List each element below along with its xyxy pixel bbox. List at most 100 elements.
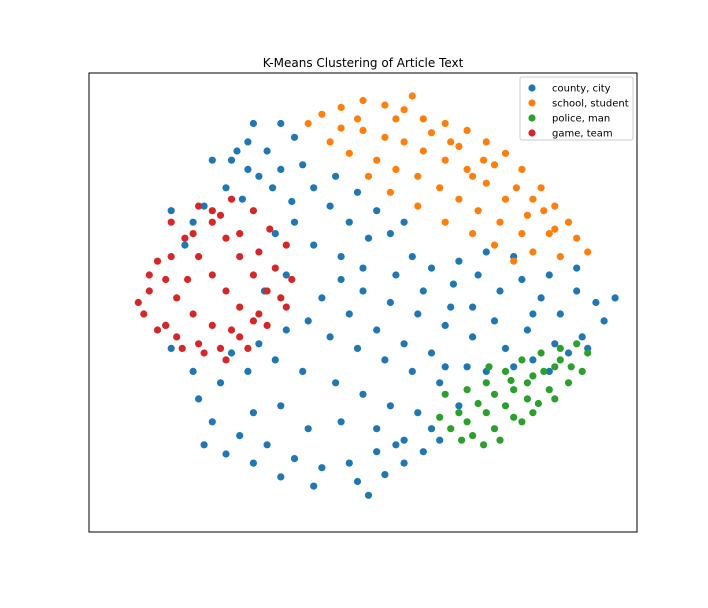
data-point: [263, 321, 271, 329]
data-point: [447, 425, 455, 433]
data-point: [255, 340, 263, 348]
data-point: [540, 207, 548, 215]
data-point: [277, 165, 285, 173]
data-point: [304, 425, 312, 433]
legend-label: school, student: [552, 99, 629, 110]
data-point: [255, 248, 263, 256]
data-point: [419, 147, 427, 155]
data-point: [441, 363, 449, 371]
data-point: [337, 103, 345, 111]
data-point: [469, 432, 477, 440]
data-point: [510, 386, 518, 394]
data-point: [310, 184, 318, 192]
data-point: [189, 310, 197, 318]
data-point: [359, 126, 367, 134]
data-point: [400, 218, 408, 226]
data-point: [414, 172, 422, 180]
legend-items: county, city school, student police, man ga…: [528, 84, 629, 140]
data-point: [153, 326, 162, 334]
data-point: [469, 230, 477, 238]
data-point: [392, 441, 400, 449]
data-point: [200, 349, 208, 357]
data-point: [386, 402, 394, 410]
data-point: [501, 195, 510, 203]
data-point: [236, 303, 244, 311]
data-point: [277, 294, 285, 302]
data-point: [364, 491, 373, 499]
data-point: [490, 425, 499, 433]
data-point: [304, 317, 312, 325]
data-point: [277, 119, 285, 128]
data-point: [564, 218, 573, 226]
data-point: [545, 367, 553, 375]
data-point: [381, 133, 389, 141]
data-point: [208, 156, 216, 164]
data-point: [386, 298, 394, 307]
data-point: [282, 271, 290, 279]
data-point: [326, 202, 334, 210]
data-point: [545, 271, 553, 279]
data-point: [222, 287, 230, 295]
data-point: [326, 138, 334, 146]
data-point: [195, 202, 203, 210]
data-point: [578, 367, 586, 375]
legend-label: police, man: [552, 114, 610, 125]
legend-label: county, city: [552, 84, 611, 95]
data-point: [496, 287, 504, 295]
data-point: [408, 92, 416, 100]
data-point: [359, 390, 367, 398]
data-point: [414, 409, 422, 417]
data-point: [551, 225, 559, 233]
data-point: [181, 241, 189, 249]
data-point: [269, 184, 277, 192]
data-point: [200, 441, 208, 449]
data-point: [463, 386, 471, 394]
data-point: [373, 207, 381, 215]
data-point: [455, 402, 463, 410]
data-point: [523, 379, 532, 387]
data-point: [419, 287, 427, 295]
data-point: [523, 395, 532, 403]
data-point: [427, 349, 436, 357]
data-point: [288, 275, 296, 284]
data-point: [441, 119, 449, 128]
data-point: [282, 303, 290, 311]
data-point: [255, 172, 263, 180]
data-point: [564, 379, 573, 387]
data-point: [490, 161, 499, 169]
data-point: [271, 230, 279, 238]
data-point: [359, 264, 367, 272]
data-point: [510, 363, 518, 371]
data-point: [408, 367, 416, 375]
data-point: [195, 253, 203, 261]
data-point: [400, 138, 408, 146]
data-point: [414, 202, 422, 210]
data-point: [277, 473, 285, 481]
data-point: [345, 310, 353, 318]
data-point: [414, 310, 422, 318]
data-point: [373, 156, 381, 164]
data-point: [208, 418, 216, 426]
data-point: [337, 418, 345, 426]
data-point: [556, 356, 564, 364]
data-point: [290, 133, 299, 141]
legend: county, city school, student police, man ga…: [519, 76, 634, 141]
data-point: [244, 367, 252, 375]
data-point: [480, 441, 488, 449]
data-point: [236, 230, 244, 238]
data-point: [222, 234, 230, 242]
data-point: [222, 184, 230, 192]
data-point: [299, 367, 307, 375]
data-point: [140, 310, 148, 318]
data-point: [537, 294, 545, 302]
data-point: [263, 287, 271, 295]
data-point: [337, 253, 345, 261]
data-point: [353, 188, 362, 196]
data-point: [345, 149, 353, 157]
data-point: [455, 195, 463, 203]
data-point: [482, 248, 490, 256]
data-point: [195, 340, 203, 348]
data-point: [419, 115, 427, 123]
data-point: [449, 280, 457, 288]
